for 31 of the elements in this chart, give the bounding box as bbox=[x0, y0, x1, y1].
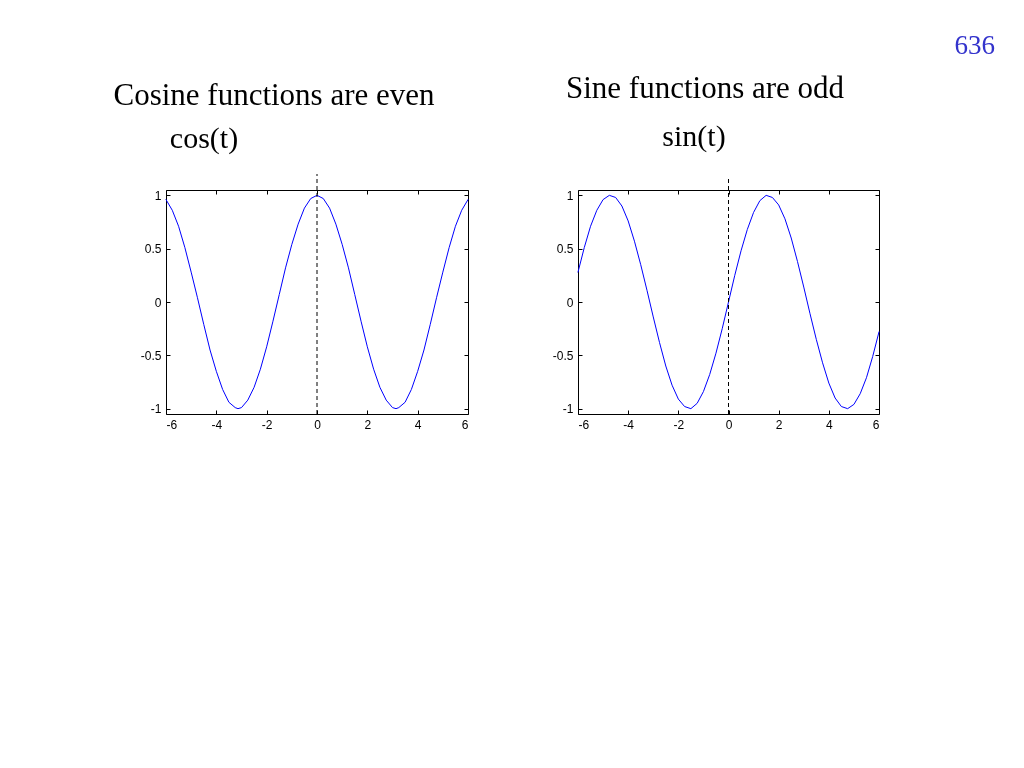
chart-subtitle: cos(t) bbox=[169, 121, 239, 155]
x-tick-label: 2 bbox=[364, 417, 372, 432]
y-tick-label: -0.5 bbox=[140, 348, 162, 363]
x-tick-label: 0 bbox=[725, 417, 733, 432]
x-tick-label: -6 bbox=[166, 417, 178, 432]
y-tick-label: 0.5 bbox=[556, 242, 574, 257]
x-tick-label: -6 bbox=[578, 417, 590, 432]
y-tick-label: 0 bbox=[154, 295, 162, 310]
y-tick-label: 1 bbox=[154, 188, 162, 203]
x-tick-label: 4 bbox=[414, 417, 422, 432]
text: 636 bbox=[954, 30, 995, 60]
x-tick-label: 4 bbox=[825, 417, 833, 432]
x-tick-label: 6 bbox=[872, 417, 880, 432]
y-tick-label: 0 bbox=[566, 295, 574, 310]
y-tick-label: 0.5 bbox=[144, 242, 162, 257]
chart-subtitle: sin(t) bbox=[662, 119, 726, 153]
y-tick-label: 1 bbox=[566, 188, 574, 203]
x-tick-label: -2 bbox=[673, 417, 685, 432]
x-tick-label: 2 bbox=[775, 417, 783, 432]
y-tick-label: -1 bbox=[562, 402, 574, 417]
y-tick-label: -0.5 bbox=[552, 348, 574, 363]
line-series bbox=[577, 194, 880, 410]
chart-title: Sine functions are odd bbox=[565, 70, 845, 105]
x-tick-label: 6 bbox=[461, 417, 469, 432]
x-tick-label: -4 bbox=[211, 417, 223, 432]
x-tick-label: 0 bbox=[314, 417, 322, 432]
x-tick-label: -4 bbox=[623, 417, 635, 432]
x-tick-label: -2 bbox=[261, 417, 273, 432]
y-tick-label: -1 bbox=[150, 402, 162, 417]
line-series bbox=[165, 194, 469, 410]
chart-title: Cosine functions are even bbox=[113, 77, 436, 112]
